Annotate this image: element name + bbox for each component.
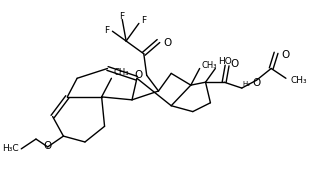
Text: O: O [135,70,143,80]
Text: F: F [104,26,110,35]
Text: HO: HO [218,56,232,66]
Text: H₃C: H₃C [2,144,18,153]
Text: O: O [44,141,52,151]
Text: CH₃: CH₃ [114,68,129,77]
Text: H₂: H₂ [243,81,251,87]
Text: F: F [141,16,146,25]
Text: O: O [230,59,238,69]
Text: CH₃: CH₃ [202,61,217,70]
Text: CH₃: CH₃ [291,76,308,85]
Text: O: O [252,78,261,88]
Text: F: F [119,13,124,21]
Text: O: O [281,50,289,60]
Text: O: O [163,38,172,48]
